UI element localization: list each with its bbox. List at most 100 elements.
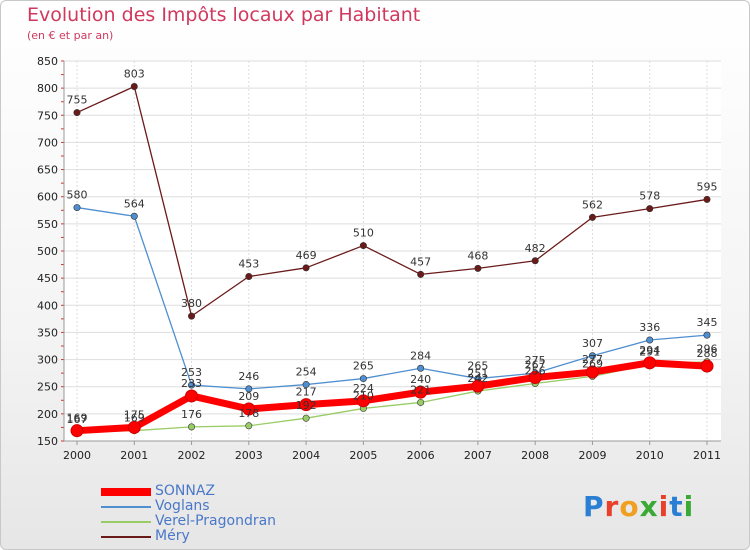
data-label-verel-pragondran: 221	[410, 383, 431, 396]
data-label-m-ry: 755	[67, 94, 88, 107]
data-label-verel-pragondran: 167	[67, 413, 88, 426]
data-label-verel-pragondran: 169	[124, 412, 145, 425]
y-tick-label: 650	[37, 164, 58, 177]
data-label-sonnaz: 224	[353, 382, 374, 395]
x-tick-label: 2002	[178, 449, 206, 462]
data-label-voglans: 580	[67, 189, 88, 202]
data-label-verel-pragondran: 269	[582, 357, 603, 370]
y-tick-label: 550	[37, 218, 58, 231]
data-point-voglans	[359, 375, 367, 383]
x-tick-label: 2009	[578, 449, 606, 462]
x-tick-label: 2001	[120, 449, 148, 462]
data-point-voglans	[188, 381, 196, 389]
x-tick-label: 2005	[349, 449, 377, 462]
series-line-verel-pragondran	[76, 361, 708, 433]
y-tick-label: 750	[37, 109, 58, 122]
x-tick-label: 2007	[464, 449, 492, 462]
logo-letter: x	[639, 490, 659, 523]
data-label-verel-pragondran: 291	[639, 345, 660, 358]
data-point-sonnaz	[70, 424, 84, 438]
data-point-m-ry	[417, 270, 425, 278]
data-point-m-ry	[130, 83, 138, 91]
data-label-verel-pragondran: 242	[467, 372, 488, 385]
data-label-verel-pragondran: 178	[238, 407, 259, 420]
data-point-voglans	[73, 204, 81, 212]
logo-letter: i	[683, 490, 695, 523]
logo-letter: t	[669, 490, 684, 523]
y-tick-label: 850	[37, 55, 58, 68]
data-label-m-ry: 562	[582, 198, 603, 211]
data-point-sonnaz	[185, 389, 199, 403]
data-point-sonnaz	[471, 379, 485, 393]
series-line-m-ry	[76, 85, 708, 317]
data-label-m-ry: 469	[296, 249, 317, 262]
data-point-m-ry	[703, 195, 711, 203]
data-label-verel-pragondran: 296	[697, 343, 718, 356]
legend-item-m-ry: Méry	[101, 528, 341, 545]
data-point-sonnaz	[700, 359, 714, 373]
data-label-verel-pragondran: 256	[525, 364, 546, 377]
data-point-sonnaz	[127, 420, 141, 434]
data-label-m-ry: 453	[238, 258, 259, 271]
y-tick-label: 450	[37, 272, 58, 285]
data-point-voglans	[588, 352, 596, 360]
legend-label-voglans: Voglans	[155, 498, 210, 514]
data-point-voglans	[646, 336, 654, 344]
data-label-verel-pragondran: 192	[296, 399, 317, 412]
x-tick-label: 2010	[636, 449, 664, 462]
legend-swatch-verel-pragondran	[101, 521, 151, 523]
data-point-m-ry	[359, 242, 367, 250]
data-label-sonnaz: 267	[525, 358, 546, 371]
y-tick-label: 200	[37, 408, 58, 421]
data-point-m-ry	[302, 264, 310, 272]
legend-swatch-sonnaz	[101, 488, 151, 496]
data-label-voglans: 564	[124, 197, 145, 210]
data-label-verel-pragondran: 176	[181, 408, 202, 421]
data-label-voglans: 284	[410, 349, 431, 362]
x-tick-label: 2004	[292, 449, 320, 462]
data-label-voglans: 265	[353, 360, 374, 373]
x-tick-label: 2006	[407, 449, 435, 462]
data-label-m-ry: 578	[639, 190, 660, 203]
data-label-sonnaz: 175	[124, 408, 145, 421]
x-tick-label: 2000	[63, 449, 91, 462]
chart-subtitle: (en € et par an)	[27, 29, 114, 42]
logo-letter: P	[583, 490, 605, 523]
y-tick-label: 600	[37, 191, 58, 204]
y-tick-label: 250	[37, 381, 58, 394]
data-point-verel-pragondran	[302, 414, 310, 422]
data-point-sonnaz	[585, 365, 599, 379]
data-point-m-ry	[531, 257, 539, 265]
data-label-voglans: 275	[525, 354, 546, 367]
data-point-sonnaz	[528, 370, 542, 384]
y-tick-label: 400	[37, 299, 58, 312]
legend-swatch-voglans	[101, 506, 151, 508]
data-label-voglans: 336	[639, 321, 660, 334]
data-label-sonnaz: 217	[296, 386, 317, 399]
data-label-voglans: 254	[296, 366, 317, 379]
data-label-voglans: 253	[181, 366, 202, 379]
y-tick-label: 700	[37, 136, 58, 149]
data-point-voglans	[245, 385, 253, 393]
data-label-voglans: 265	[467, 360, 488, 373]
logo-letter: o	[619, 490, 640, 523]
data-point-m-ry	[474, 264, 482, 272]
data-label-sonnaz: 294	[639, 344, 660, 357]
legend-label-m-ry: Méry	[155, 528, 190, 544]
data-point-voglans	[130, 212, 138, 220]
legend-label-sonnaz: SONNAZ	[155, 483, 216, 499]
x-tick-label: 2011	[693, 449, 721, 462]
data-point-m-ry	[588, 213, 596, 221]
y-tick-label: 300	[37, 354, 58, 367]
data-point-sonnaz	[356, 394, 370, 408]
data-point-sonnaz	[643, 356, 657, 370]
y-tick-label: 800	[37, 82, 58, 95]
data-label-m-ry: 595	[697, 180, 718, 193]
data-label-m-ry: 510	[353, 227, 374, 240]
data-label-sonnaz: 169	[67, 412, 88, 425]
data-label-m-ry: 457	[410, 255, 431, 268]
x-tick-label: 2003	[235, 449, 263, 462]
series-line-sonnaz	[76, 359, 708, 435]
data-label-m-ry: 380	[181, 297, 202, 310]
data-point-voglans	[302, 381, 310, 389]
